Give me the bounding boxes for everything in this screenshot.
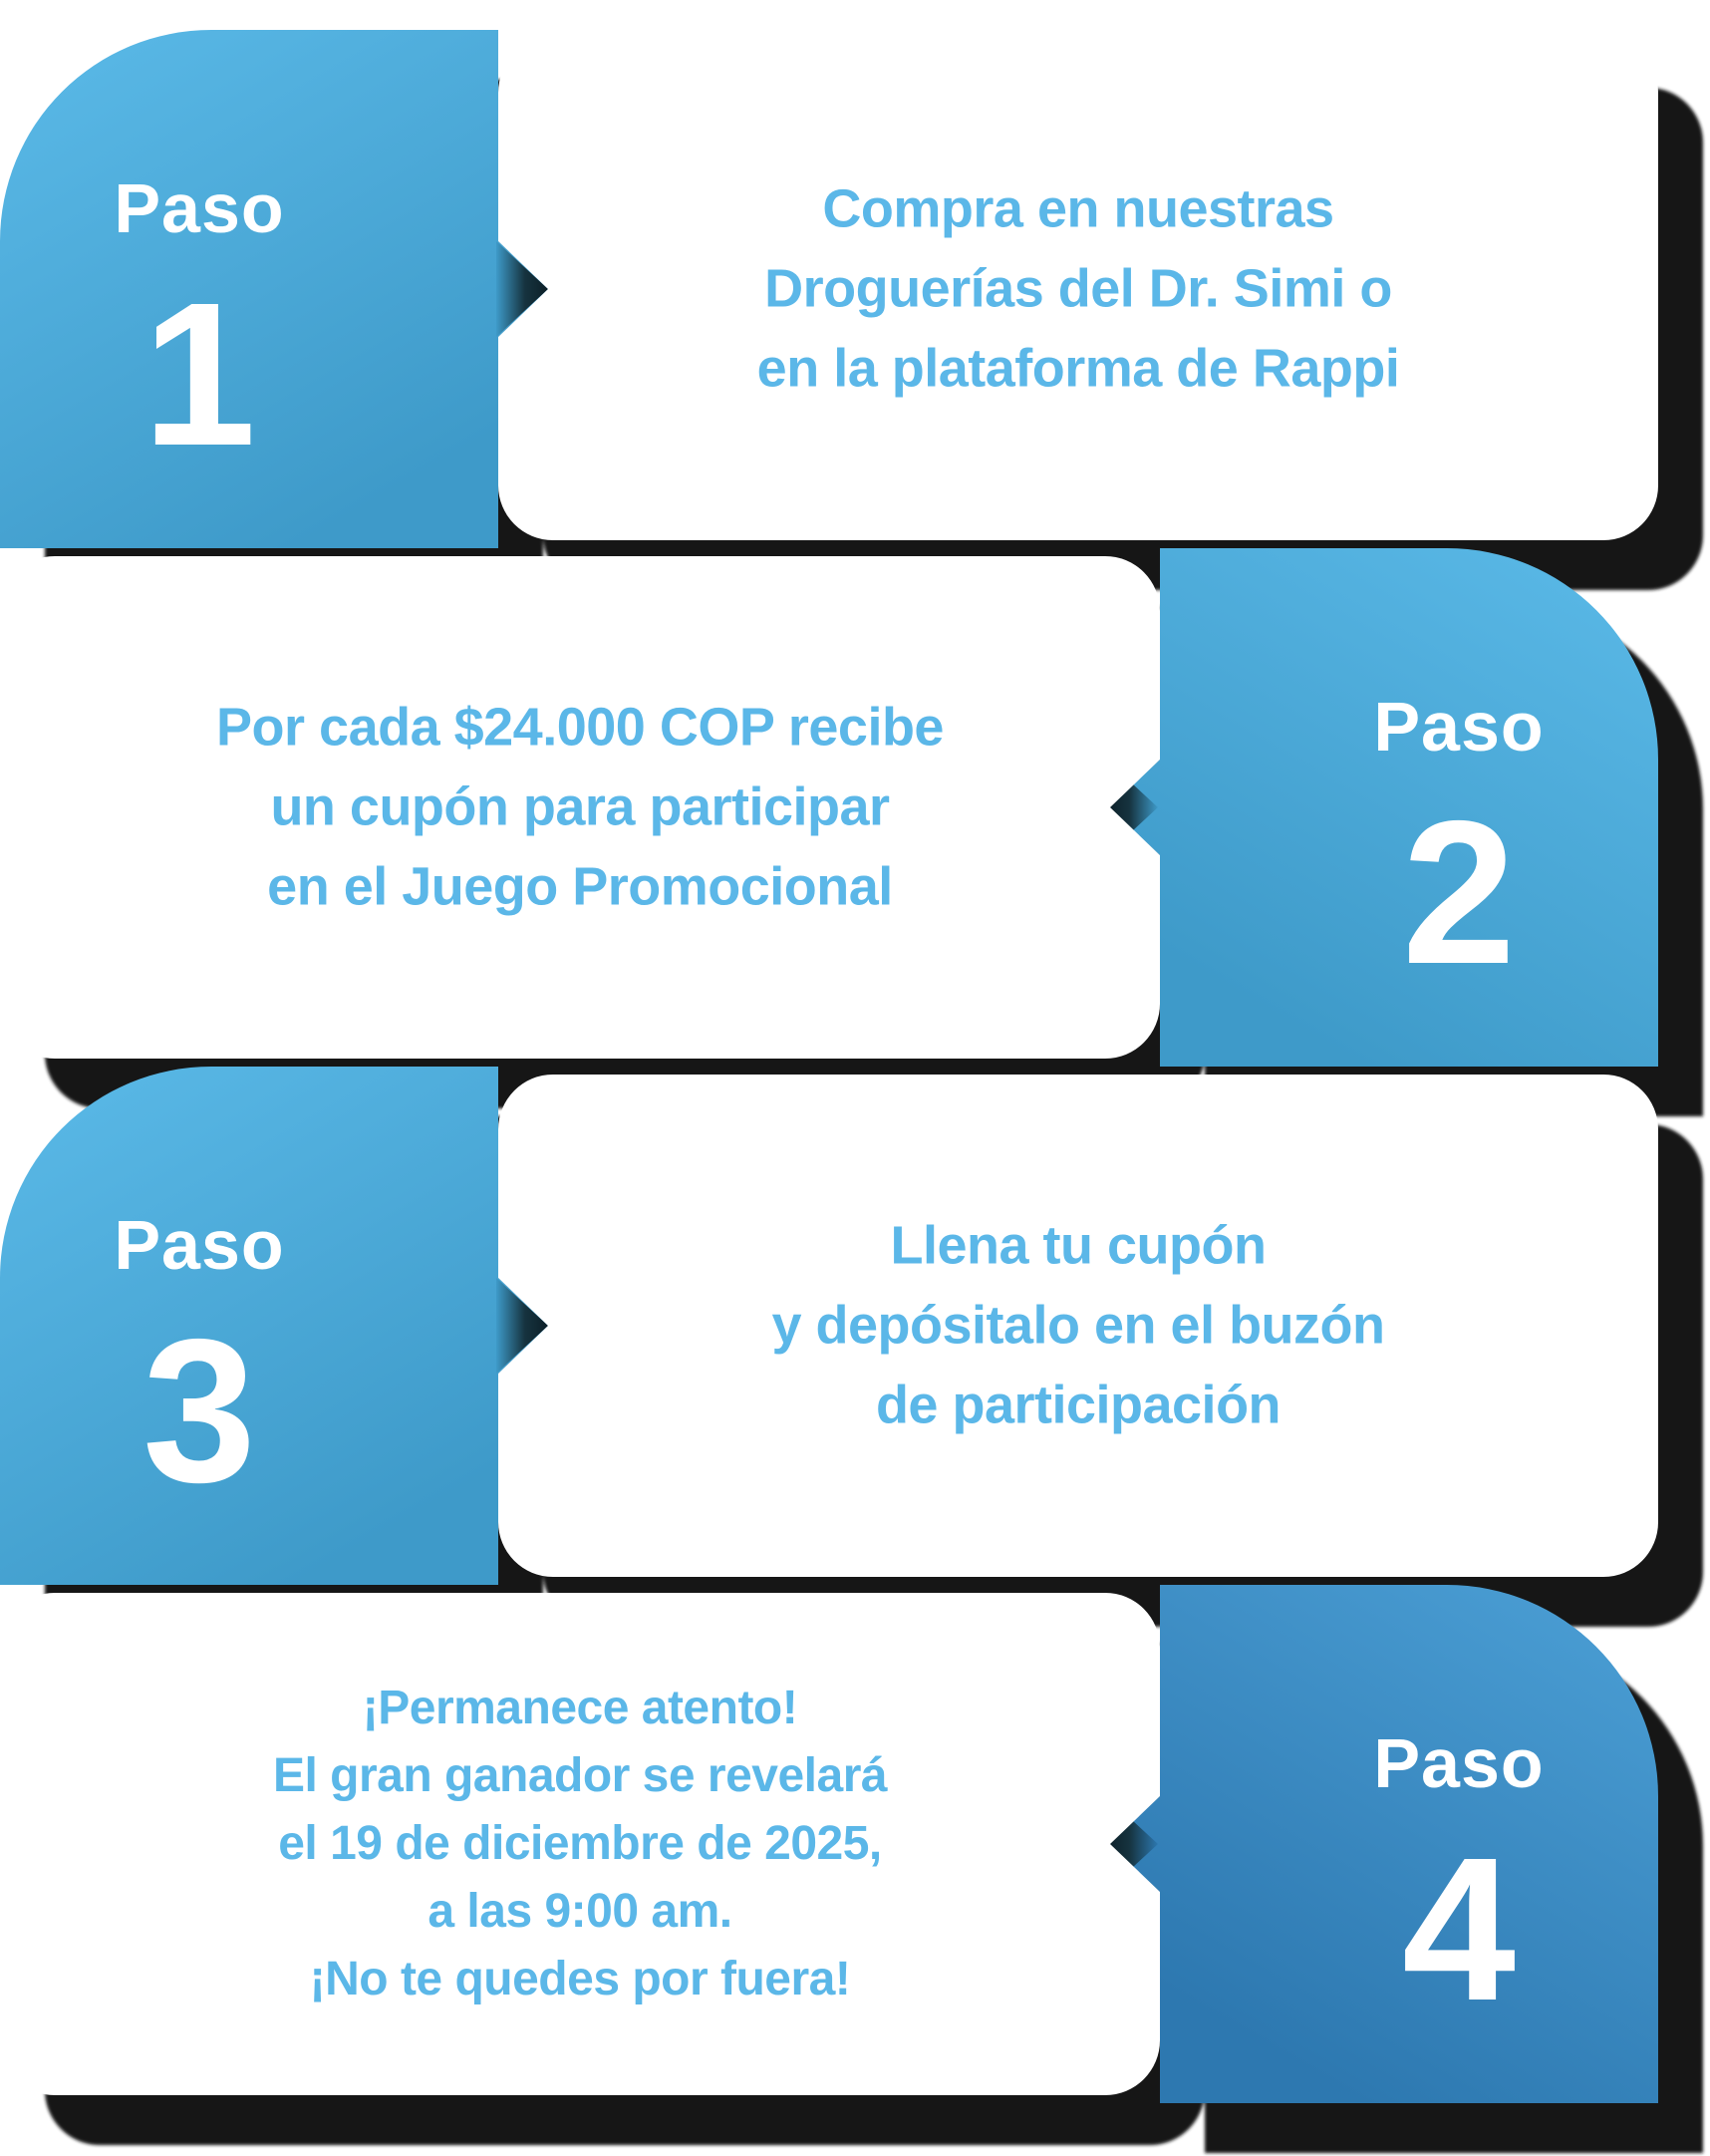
svg-text:un cupón para participar: un cupón para participar [270, 777, 890, 837]
svg-text:¡No te quedes por fuera!: ¡No te quedes por fuera! [310, 1953, 851, 2005]
svg-text:el 19 de diciembre de 2025,: el 19 de diciembre de 2025, [278, 1817, 882, 1870]
svg-text:1: 1 [142, 260, 256, 488]
svg-text:Paso: Paso [114, 1206, 284, 1284]
svg-text:a las 9:00 am.: a las 9:00 am. [428, 1885, 731, 1938]
svg-text:Compra en nuestras: Compra en nuestras [822, 179, 1333, 239]
svg-text:El gran ganador se revelará: El gran ganador se revelará [273, 1749, 888, 1802]
svg-text:Llena tu cupón: Llena tu cupón [891, 1216, 1267, 1276]
svg-text:2: 2 [1402, 778, 1516, 1007]
svg-text:Paso: Paso [1373, 688, 1544, 766]
svg-text:Paso: Paso [114, 169, 284, 247]
svg-text:en el Juego Promocional: en el Juego Promocional [267, 857, 893, 917]
svg-text:y depósitalo en el buzón: y depósitalo en el buzón [771, 1296, 1384, 1356]
svg-text:de participación: de participación [876, 1376, 1281, 1435]
svg-text:en la plataforma de Rappi: en la plataforma de Rappi [757, 339, 1400, 399]
svg-text:Por cada $24.000 COP recibe: Por cada $24.000 COP recibe [216, 698, 944, 758]
svg-text:3: 3 [142, 1297, 256, 1525]
svg-text:¡Permanece atento!: ¡Permanece atento! [363, 1682, 797, 1734]
svg-text:Paso: Paso [1373, 1724, 1544, 1802]
svg-text:4: 4 [1402, 1815, 1516, 2043]
svg-text:Droguerías del Dr. Simi o: Droguerías del Dr. Simi o [764, 259, 1392, 319]
